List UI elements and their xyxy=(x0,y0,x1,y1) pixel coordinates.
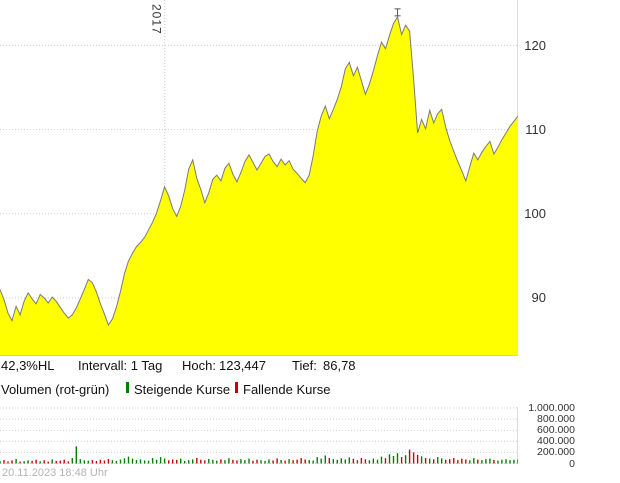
volume-plot xyxy=(0,407,518,464)
price-chart: 90 100 110 120 2017 xyxy=(0,0,546,356)
price-tick-label: 100 xyxy=(524,206,546,222)
year-label: 2017 xyxy=(149,4,164,35)
price-tick-label: 90 xyxy=(531,290,546,306)
low-label: Tief: xyxy=(292,358,317,373)
price-tick-label: 120 xyxy=(524,37,546,53)
volume-tick-label: 0 xyxy=(569,457,575,470)
low-value: 86,78 xyxy=(323,358,356,373)
range-percent-label: 42,3%HL xyxy=(1,358,55,373)
volume-axis-labels: 1.000.000 800.000 600.000 400.000 200.000 0 xyxy=(518,402,575,470)
falling-bar-icon xyxy=(235,382,238,393)
info-bar: 42,3%HL Intervall: 1 Tag Hoch: 123,447 T… xyxy=(0,358,620,374)
price-axis-labels: 90 100 110 120 xyxy=(518,0,546,356)
falling-label: Fallende Kurse xyxy=(243,382,331,397)
volume-tick-label: 800.000 xyxy=(537,413,575,426)
high-label: Hoch: xyxy=(182,358,216,373)
price-tick-label: 110 xyxy=(525,122,546,138)
price-plot xyxy=(0,0,518,356)
volume-tick-label: 600.000 xyxy=(537,424,575,437)
timestamp: 20.11.2023 18:48 Uhr xyxy=(2,467,108,479)
volume-chart: 1.000.000 800.000 600.000 400.000 200.000 0 xyxy=(0,402,620,470)
volume-legend-label: Volumen (rot-grün) xyxy=(1,382,110,397)
volume-legend: Volumen (rot-grün) Steigende Kurse Falle… xyxy=(0,382,620,398)
high-value: 123,447 xyxy=(219,358,266,373)
volume-tick-label: 200.000 xyxy=(537,446,575,459)
volume-tick-label: 400.000 xyxy=(537,435,575,448)
volume-tick-label: 1.000.000 xyxy=(528,402,575,414)
rising-bar-icon xyxy=(126,382,129,393)
interval-label: Intervall: 1 Tag xyxy=(78,358,163,373)
rising-label: Steigende Kurse xyxy=(134,382,231,397)
